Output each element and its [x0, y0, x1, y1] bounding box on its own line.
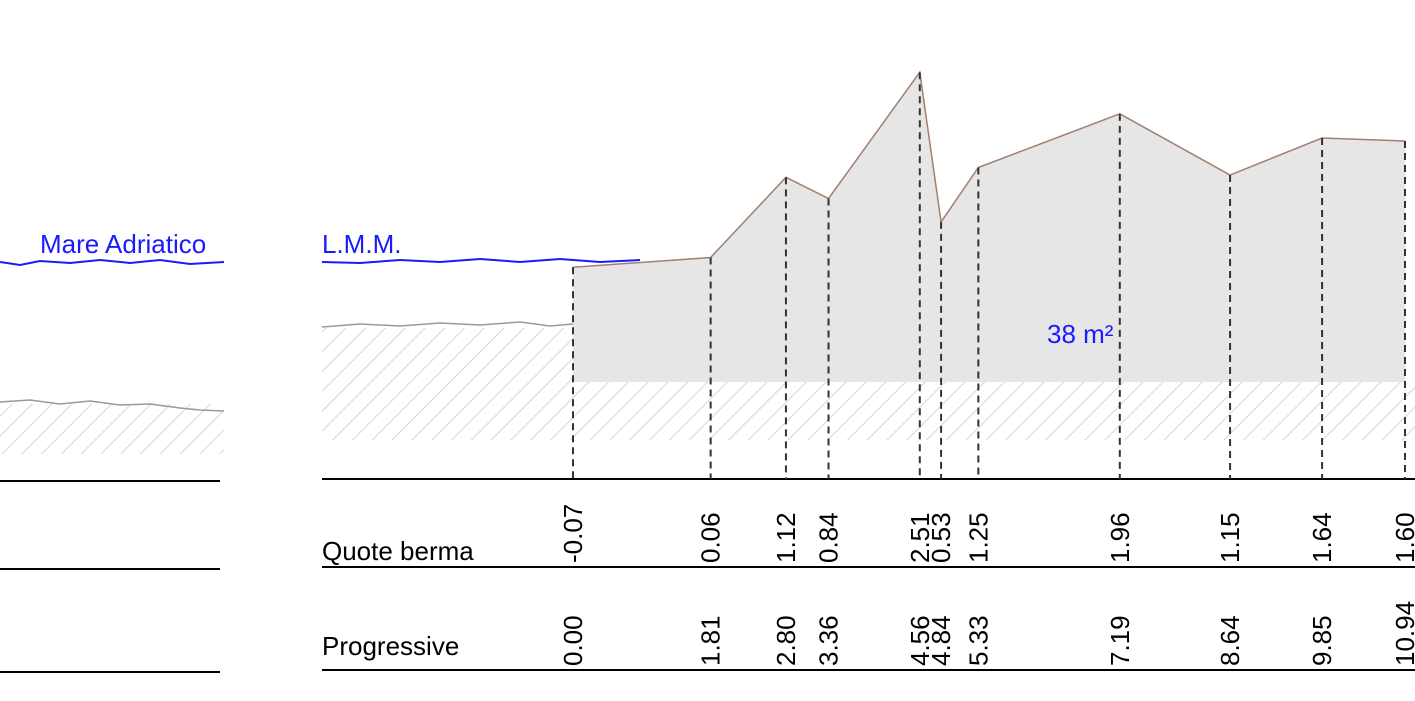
quota-label: -0.07	[558, 504, 588, 563]
progressive-label: 4.84	[926, 615, 956, 666]
profile	[572, 70, 1406, 382]
progressive-label: 9.85	[1307, 615, 1337, 666]
profile-area	[573, 72, 1405, 382]
progressive-label: 1.81	[696, 615, 726, 666]
hatch	[322, 328, 573, 440]
progressive-label: 10.94	[1390, 601, 1415, 666]
quota-label: 1.25	[963, 512, 993, 563]
quota-label: 0.06	[696, 512, 726, 563]
quota-label: 1.15	[1215, 512, 1245, 563]
row-label: Quote berma	[322, 536, 474, 566]
progressive-label: 4.56	[905, 615, 935, 666]
quota-label: 0.84	[814, 512, 844, 563]
progressive-label: 3.36	[814, 615, 844, 666]
progressive-label: 5.33	[963, 615, 993, 666]
sea-line	[0, 258, 225, 267]
quota-label: 0.53	[926, 512, 956, 563]
hatch	[0, 404, 224, 454]
quota-label: 1.64	[1307, 512, 1337, 563]
quota-label: 2.51	[905, 512, 935, 563]
quota-label: 1.60	[1390, 512, 1415, 563]
progressive-label: 8.64	[1215, 615, 1245, 666]
progressive-label: 7.19	[1105, 615, 1135, 666]
row-label: Progressive	[322, 631, 459, 661]
progressive-label: 0.00	[558, 615, 588, 666]
hatch	[573, 382, 1415, 440]
sea-label: Mare Adriatico	[40, 229, 206, 259]
area-label: 38 m²	[1047, 319, 1114, 349]
datum-label: L.M.M.	[322, 229, 401, 259]
datum-line	[321, 257, 641, 265]
progressive-label: 2.80	[771, 615, 801, 666]
quota-label: 1.12	[771, 512, 801, 563]
ground-line	[0, 399, 225, 412]
quota-label: 1.96	[1105, 512, 1135, 563]
ground-line	[321, 321, 574, 328]
